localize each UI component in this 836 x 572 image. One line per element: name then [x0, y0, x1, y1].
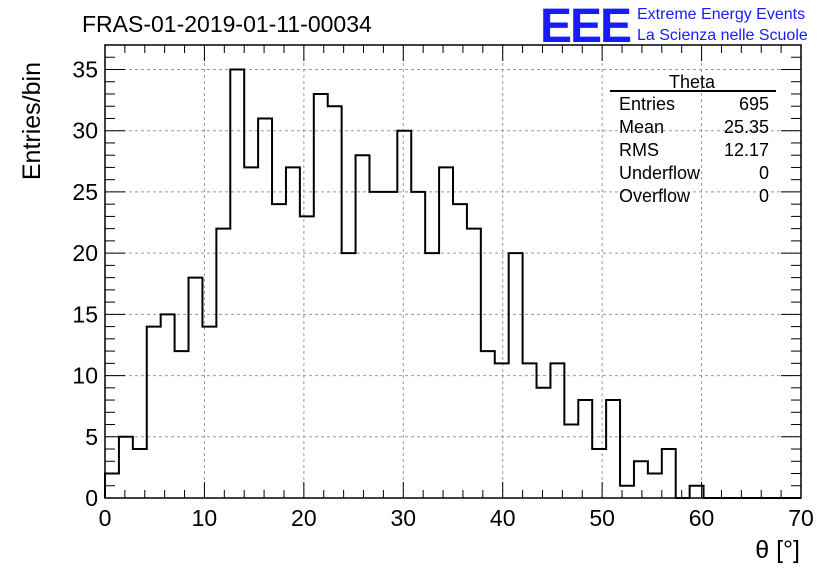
logo-line-1: Extreme Energy Events [637, 6, 805, 23]
histogram-bin [509, 253, 523, 498]
histogram-outline [104, 68, 801, 499]
histogram-bin [244, 167, 258, 498]
y-tick-label: 10 [72, 363, 98, 389]
y-tick-label: 35 [72, 56, 98, 82]
histogram-bin [523, 363, 537, 498]
histogram-bin [453, 204, 467, 498]
histogram-bin [147, 327, 161, 498]
histogram-bin [356, 155, 370, 498]
histogram-bin [481, 351, 495, 498]
x-tick-label: 60 [689, 505, 715, 531]
stats-box: Theta Entries 695 Mean 25.35 RMS 12.17 Underfl… [610, 72, 776, 206]
stats-row-label: Overflow [619, 186, 691, 206]
histogram-bin [439, 167, 453, 498]
y-tick-label: 5 [85, 424, 98, 450]
histogram-bin [592, 449, 606, 498]
x-tick-label: 70 [788, 505, 814, 531]
y-tick-label: 0 [85, 485, 98, 511]
histogram-bin [425, 253, 439, 498]
stats-row-label: RMS [619, 140, 659, 160]
y-tick-label: 15 [72, 301, 98, 327]
x-tick-label: 30 [390, 505, 416, 531]
histogram-bin [397, 131, 411, 498]
histogram-bin [189, 278, 203, 498]
stats-row-value: 25.35 [724, 117, 769, 137]
x-tick-label: 20 [291, 505, 317, 531]
stats-row-value: 695 [739, 94, 769, 114]
histogram-bin [258, 118, 272, 498]
histogram-bin [175, 351, 189, 498]
stats-row-label: Entries [619, 94, 675, 114]
y-tick-label: 20 [72, 240, 98, 266]
axes: 0 10 20 30 40 50 60 70 0 5 10 15 20 25 30 35 [72, 44, 814, 531]
plot-frame [104, 44, 802, 499]
x-tick-label: 10 [192, 505, 218, 531]
logo-line-2: La Scienza nelle Scuole [637, 27, 808, 44]
histogram-bin [105, 474, 119, 498]
histogram-bin [634, 461, 648, 498]
histogram-bin [411, 192, 425, 498]
histogram-bin [272, 204, 286, 498]
histogram-bin [648, 474, 662, 498]
histogram-bin [662, 449, 676, 498]
histogram-bin [550, 363, 564, 498]
stats-row-value: 0 [759, 163, 769, 183]
x-axis-title: θ [°] [755, 536, 800, 564]
histogram-bin [369, 192, 383, 498]
histogram-bin [314, 94, 328, 498]
x-tick-label: 40 [490, 505, 516, 531]
histogram-bin [564, 425, 578, 498]
y-tick-label: 30 [72, 118, 98, 144]
histogram-bin [119, 437, 133, 498]
histogram-bin [383, 192, 397, 498]
histogram-bin [202, 327, 216, 498]
histogram-bin [161, 314, 175, 498]
stats-row-label: Underflow [619, 163, 701, 183]
chart-title: FRAS-01-2019-01-11-00034 [82, 11, 372, 37]
histogram-bin [578, 400, 592, 498]
y-tick-label: 25 [72, 179, 98, 205]
x-tick-label: 50 [589, 505, 615, 531]
histogram-bin [606, 400, 620, 498]
logo-mark: EEE [540, 0, 631, 53]
histogram-bin [495, 363, 509, 498]
histogram-bin [328, 106, 342, 498]
histogram-bins [105, 69, 704, 498]
stats-row-value: 12.17 [724, 140, 769, 160]
histogram-bin [342, 253, 356, 498]
stats-row-value: 0 [759, 186, 769, 206]
histogram-bin [537, 388, 551, 498]
y-axis-title: Entries/bin [18, 62, 46, 180]
histogram-bin [300, 216, 314, 498]
histogram-bin [467, 229, 481, 498]
x-tick-label: 0 [99, 505, 112, 531]
stats-box-title: Theta [669, 72, 716, 92]
histogram-bin [133, 449, 147, 498]
histogram-bin [216, 229, 230, 498]
stats-row-label: Mean [619, 117, 664, 137]
histogram-bin [620, 486, 634, 498]
histogram-bin [230, 69, 244, 498]
histogram-bin [690, 486, 704, 498]
histogram-bin [286, 167, 300, 498]
eee-logo: EEE Extreme Energy Events La Scienza nel… [540, 0, 808, 53]
